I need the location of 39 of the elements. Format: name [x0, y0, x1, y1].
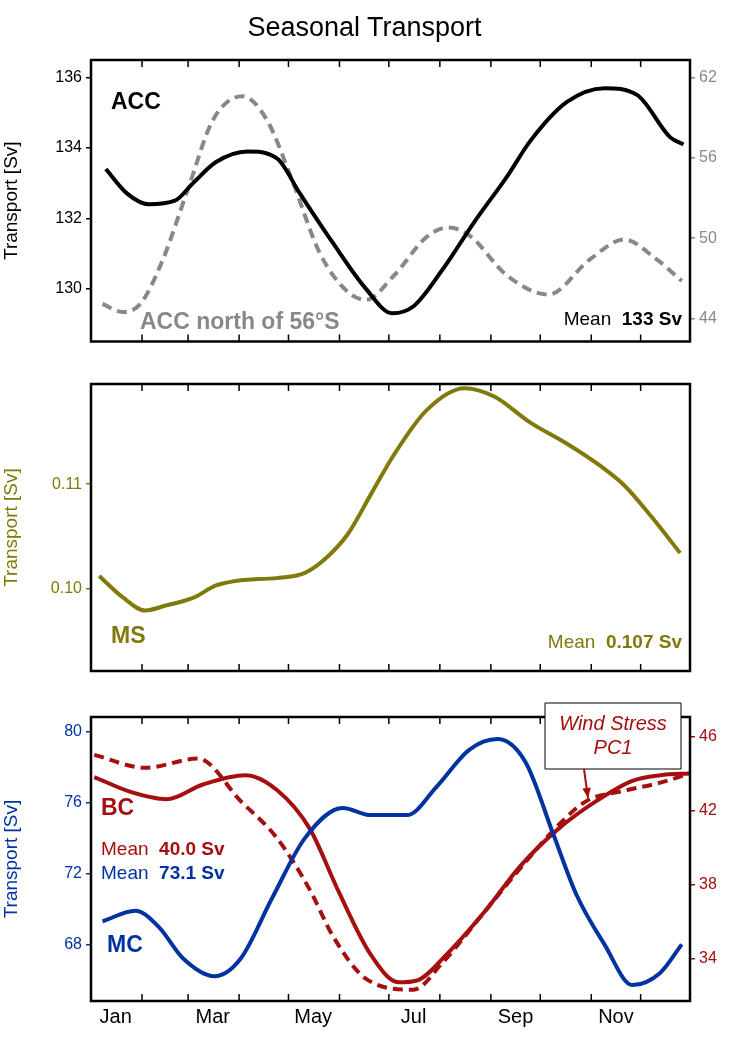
- y2-tick-label: 44: [699, 309, 717, 327]
- annotation: Mean 133 Sv: [563, 308, 683, 330]
- annotation: Mean 40.0 Sv: [101, 838, 226, 860]
- y-tick-label: 76: [64, 793, 83, 811]
- y-tick-label: 80: [64, 722, 83, 740]
- y2-tick-label: 42: [699, 800, 717, 818]
- x-tick-label: Jul: [400, 1004, 427, 1027]
- x-tick-label: Mar: [195, 1004, 231, 1027]
- series-label: MC: [107, 931, 143, 958]
- y2-tick-label: 34: [699, 948, 717, 966]
- x-tick-label: May: [294, 1004, 333, 1027]
- y-axis-title: Transport [Sv]: [0, 799, 21, 919]
- x-tick-label: Sep: [497, 1004, 534, 1027]
- y-axis-title: Transport [Sv]: [0, 141, 21, 261]
- series-label: MS: [111, 622, 146, 649]
- y2-tick-label: 56: [699, 148, 717, 166]
- y-tick-label: 130: [55, 279, 83, 297]
- series-label: ACC north of 56°S: [140, 308, 340, 335]
- y-tick-label: 134: [55, 138, 83, 156]
- chart-title: Seasonal Transport: [246, 11, 483, 44]
- x-tick-label: Jan: [99, 1004, 132, 1027]
- series-label: Wind Stress PC1: [559, 711, 667, 758]
- y-tick-label: 0.11: [52, 474, 83, 492]
- legend-label: ACC: [111, 88, 161, 115]
- y2-tick-label: 62: [699, 67, 717, 85]
- y2-tick-label: 38: [699, 874, 717, 892]
- annotation: Mean 0.107 Sv: [547, 631, 683, 653]
- y2-tick-label: 50: [699, 228, 717, 246]
- series-label: BC: [101, 794, 135, 821]
- y-tick-label: 132: [55, 208, 83, 226]
- y-axis-title: Transport [Sv]: [0, 468, 21, 587]
- annotation: Mean 73.1 Sv: [101, 862, 226, 884]
- y2-tick-label: 46: [699, 726, 717, 744]
- y-tick-label: 0.10: [50, 578, 83, 596]
- y-tick-label: 68: [64, 934, 83, 952]
- y-tick-label: 72: [64, 863, 83, 881]
- x-tick-label: Nov: [598, 1004, 634, 1027]
- line-series: [97, 386, 683, 613]
- y-tick-label: 136: [55, 67, 83, 85]
